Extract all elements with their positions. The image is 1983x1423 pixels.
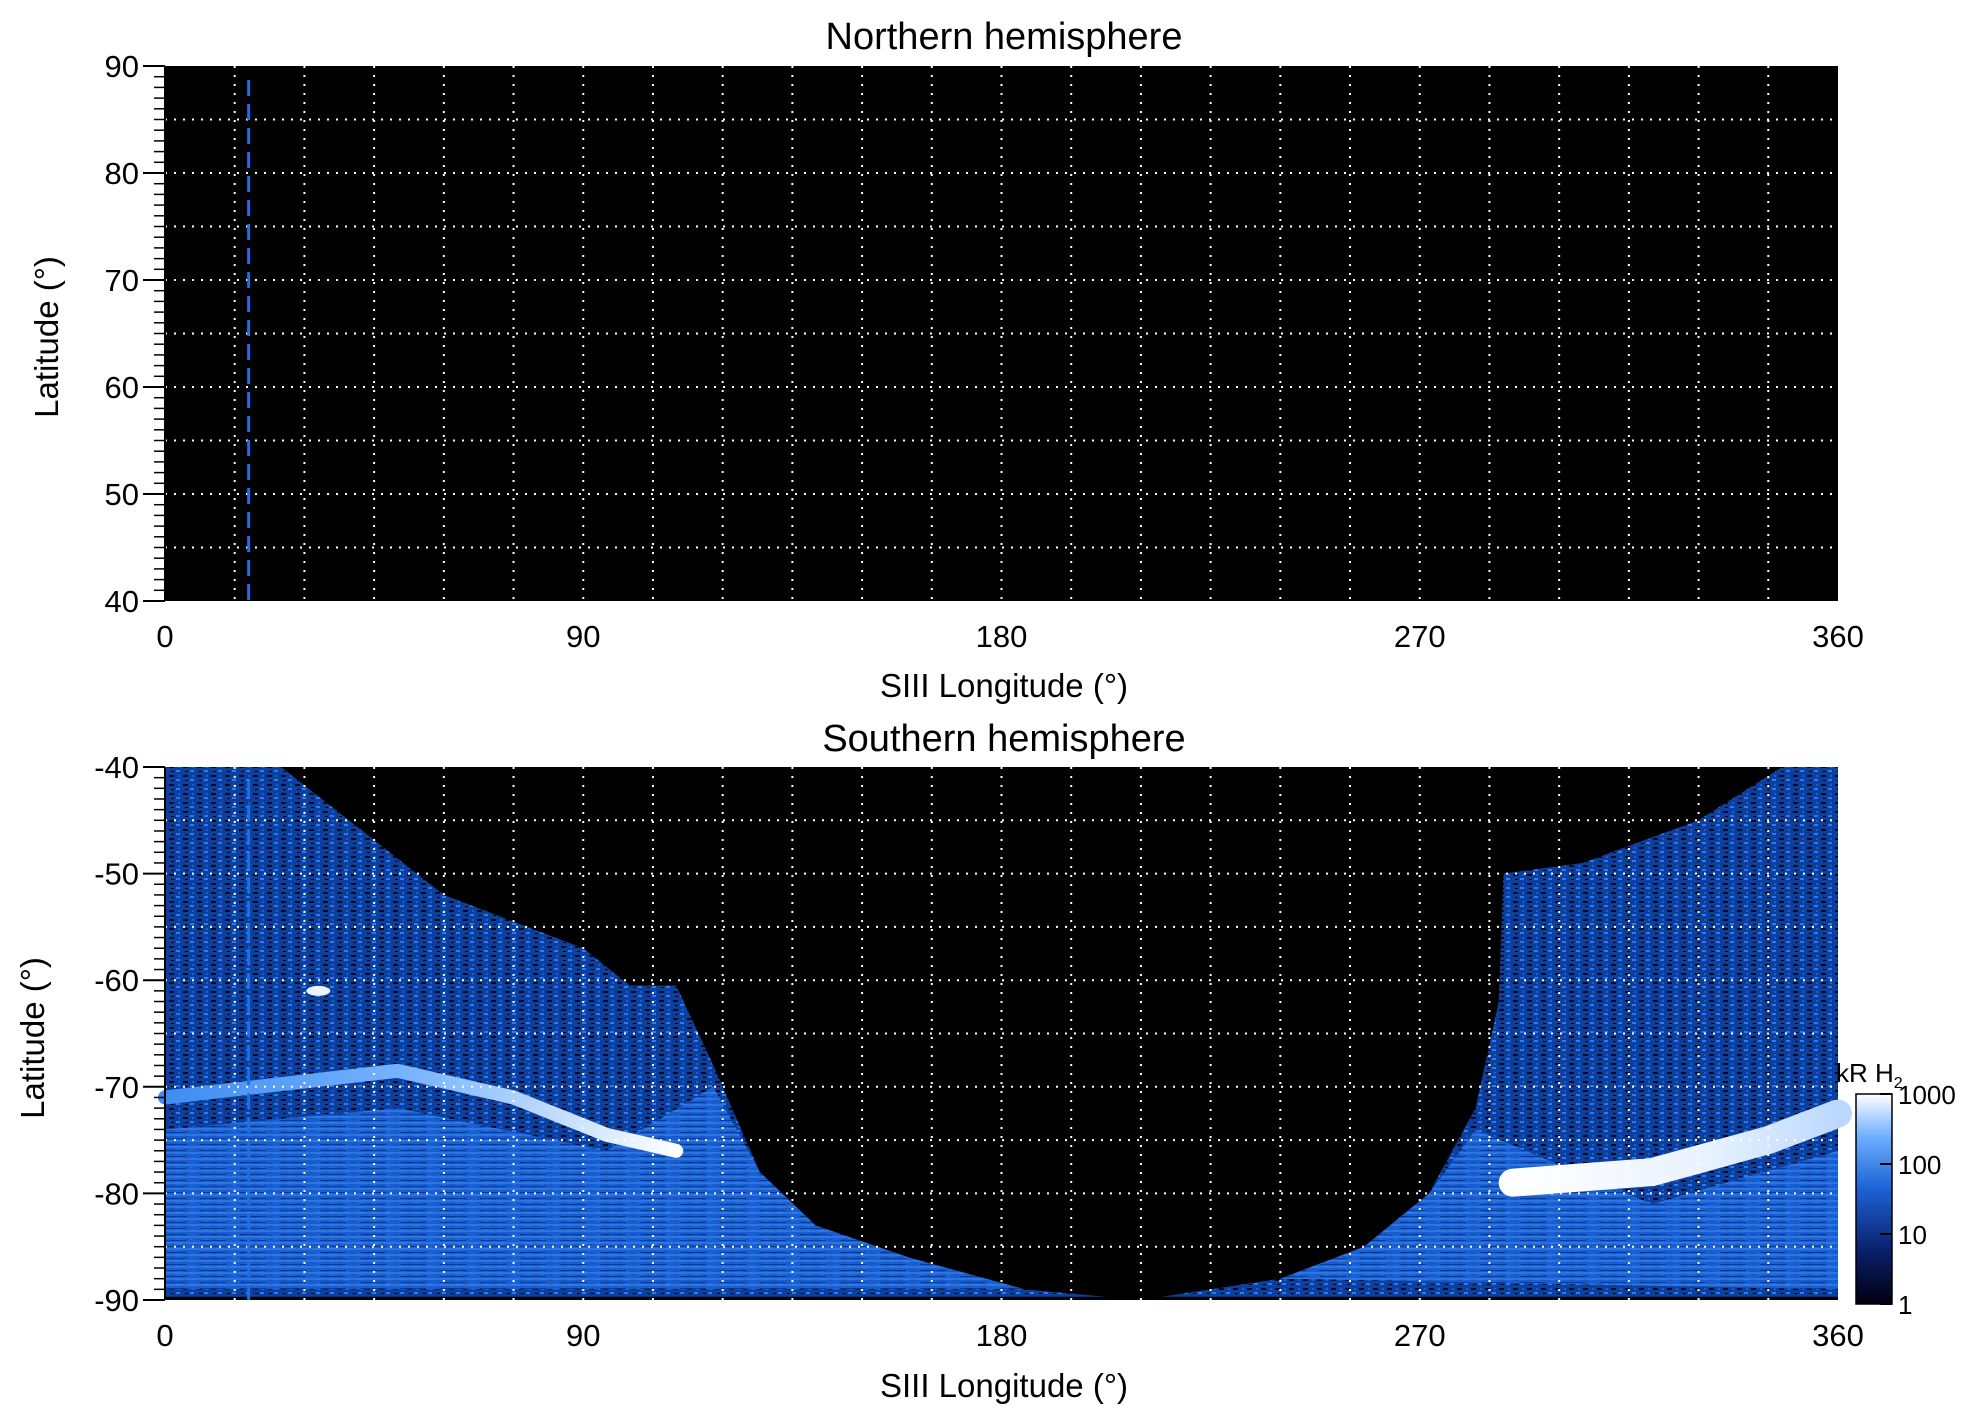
south-y-axis-label: Latitude (°) [14,957,51,1119]
colorbar-tick-label: 100 [1898,1150,1941,1180]
north-y-axis-label: Latitude (°) [28,256,65,418]
southern-hemisphere-panel: Southern hemisphere -90 -80 -70 -60 -50 -40 0… [14,718,1864,1404]
south-x-tick-labels: 0 90 180 270 360 [156,1318,1863,1353]
y-tick-label: 40 [105,584,139,619]
y-tick-label: -60 [94,963,139,998]
south-chart-title: Southern hemisphere [822,718,1185,760]
colorbar-label: kR H2 [1836,1058,1903,1092]
south-y-tick-labels: -90 -80 -70 -60 -50 -40 [94,750,139,1318]
main-oval-right-arc [1498,1099,1852,1197]
y-tick-label: 90 [105,49,139,84]
north-minor-ticks [143,65,166,602]
y-tick-label: -70 [94,1070,139,1105]
colorbar-ticks: 1 10 100 1000 [1880,1080,1956,1320]
x-tick-label: 90 [566,1318,600,1353]
x-tick-label: 270 [1394,1318,1446,1353]
northern-hemisphere-panel: Northern hemisphere 40 50 60 70 80 90 0 90 180 2… [28,16,1864,704]
south-diffuse-band-left [165,1086,1025,1290]
bright-spot [306,985,331,996]
x-tick-label: 90 [566,619,600,654]
y-tick-label: 60 [105,370,139,405]
north-chart-title: Northern hemisphere [826,16,1183,58]
x-tick-label: 360 [1812,1318,1864,1353]
north-plot-area [165,66,1838,601]
north-x-axis-label: SIII Longitude (°) [880,667,1128,704]
x-tick-label: 180 [976,619,1028,654]
y-tick-label: 50 [105,477,139,512]
x-tick-label: 180 [976,1318,1028,1353]
colorbar-tick-label: 1000 [1898,1080,1956,1110]
y-tick-label: -80 [94,1176,139,1211]
y-tick-label: -40 [94,750,139,785]
colorbar-tick-label: 10 [1898,1220,1927,1250]
south-minor-ticks [143,766,166,1301]
colorbar: kR H2 1 10 100 1000 [1836,1058,1956,1320]
x-tick-label: 360 [1812,619,1864,654]
y-tick-label: -90 [94,1283,139,1318]
north-y-tick-labels: 40 50 60 70 80 90 [105,49,139,619]
south-x-axis-label: SIII Longitude (°) [880,1367,1128,1404]
y-tick-label: 80 [105,156,139,191]
x-tick-label: 0 [156,1318,173,1353]
x-tick-label: 270 [1394,619,1446,654]
main-oval-left-arc [158,1063,684,1158]
colorbar-tick-label: 1 [1898,1290,1912,1320]
y-tick-label: -50 [94,857,139,892]
colorbar-gradient [1855,1093,1893,1305]
north-x-tick-labels: 0 90 180 270 360 [156,619,1863,654]
x-tick-label: 0 [156,619,173,654]
y-tick-label: 70 [105,263,139,298]
